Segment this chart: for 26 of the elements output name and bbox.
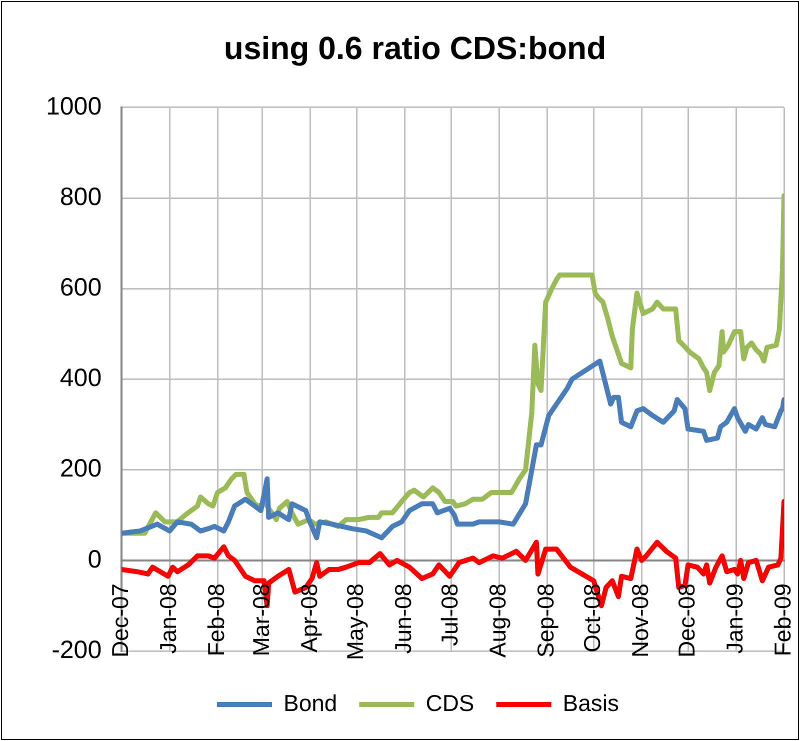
x-tick-label: Mar-08 (248, 583, 274, 656)
y-tick-label: 600 (60, 273, 102, 302)
x-tick-label: Dec-08 (673, 583, 700, 658)
x-tick-label: Nov-08 (626, 583, 653, 658)
x-tick-label: May-08 (342, 583, 368, 660)
y-tick-label: 400 (60, 364, 102, 392)
x-tick-label: Sep-08 (532, 583, 559, 658)
x-tick-label: Feb-09 (769, 583, 796, 656)
legend-label: Basis (562, 690, 620, 716)
y-tick-label: 0 (88, 545, 102, 574)
x-tick-label: Feb-08 (202, 583, 229, 656)
x-tick-label: Jun-08 (390, 583, 416, 654)
x-tick-label: Jan-08 (154, 583, 181, 654)
x-tick-label: Aug-08 (484, 583, 511, 658)
y-tick-label: 200 (60, 454, 102, 483)
x-tick-label: Jan-09 (721, 583, 748, 654)
y-tick-label: 1000 (46, 92, 102, 120)
x-tick-label: Dec-07 (106, 583, 133, 658)
legend-label: CDS (426, 690, 474, 716)
y-tick-label: -200 (52, 636, 102, 664)
legend-label: Bond (283, 690, 338, 716)
x-tick-label: Oct-08 (578, 583, 605, 652)
chart-title: using 0.6 ratio CDS:bond (224, 30, 606, 66)
x-tick-label: Jul-08 (436, 583, 463, 646)
y-tick-label: 800 (60, 182, 102, 211)
x-tick-label: Apr-08 (296, 583, 322, 652)
